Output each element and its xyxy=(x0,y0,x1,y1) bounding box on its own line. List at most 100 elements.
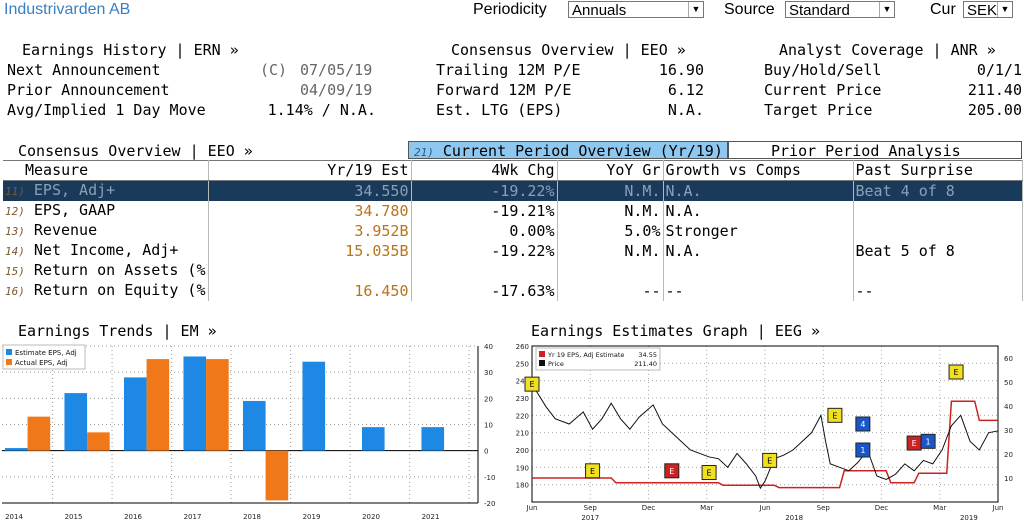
left-y-tick-label: 190 xyxy=(516,464,529,472)
bar xyxy=(421,427,445,451)
left-y-tick-label: 240 xyxy=(516,378,529,386)
x-tick-label: 2017 xyxy=(184,513,202,521)
yoy-growth-cell: N.M. xyxy=(557,241,664,261)
right-y-tick-label: 20 xyxy=(1004,451,1013,459)
y-tick-label: 20 xyxy=(484,395,493,403)
bar xyxy=(302,361,326,451)
chevron-down-icon: ▼ xyxy=(879,2,894,18)
x-tick-label: Dec xyxy=(875,504,889,512)
earnings-trends-chart: -20 -10 0 10 20 30 40 2014 2015 2016 2017 2018 2019 2… xyxy=(2,343,495,521)
event-marker xyxy=(948,364,964,380)
earnings-history-link[interactable]: Earnings History | ERN » xyxy=(22,41,239,59)
x-year-label: 2019 xyxy=(960,514,978,522)
event-marker-label: 4 xyxy=(860,420,865,429)
event-marker xyxy=(701,465,717,481)
ltg-value: N.A. xyxy=(667,101,704,119)
x-tick-label: 2021 xyxy=(422,513,440,521)
series-line xyxy=(532,400,998,489)
bar xyxy=(87,432,110,451)
consensus-overview-link[interactable]: Consensus Overview | EEO » xyxy=(451,41,686,59)
past-surprise-cell xyxy=(853,221,1023,241)
table-row[interactable]: 14) Net Income, Adj+ 15.035B -19.22% N.M. N.… xyxy=(3,241,1023,261)
column-header[interactable]: YoY Gr xyxy=(557,160,664,181)
past-surprise-cell: Beat 5 of 8 xyxy=(853,241,1023,261)
measure-name: EPS, Adj+ xyxy=(33,181,116,199)
periodicity-dropdown[interactable]: Annuals ▼ xyxy=(568,1,704,19)
legend-swatch xyxy=(539,360,545,366)
legend-box xyxy=(535,347,661,371)
source-dropdown[interactable]: Standard ▼ xyxy=(785,1,895,19)
measure-cell: 14) Net Income, Adj+ xyxy=(3,241,209,261)
row-index: 11) xyxy=(5,185,25,198)
four-week-change-cell: -19.22% xyxy=(411,241,558,261)
x-tick-label: 2019 xyxy=(303,513,321,521)
legend-label: Price xyxy=(548,360,564,368)
avg-move-value: 1.14% / N.A. xyxy=(267,101,376,119)
earnings-trends-link[interactable]: Earnings Trends | EM » xyxy=(18,322,217,340)
x-tick-label: 2016 xyxy=(124,513,142,521)
legend-box xyxy=(2,344,86,370)
four-week-change-cell: -19.21% xyxy=(411,201,558,221)
measure-cell: 13) Revenue xyxy=(3,221,209,241)
event-marker xyxy=(524,376,540,392)
tab-index: 21) xyxy=(414,146,434,159)
x-tick-label: Mar xyxy=(700,504,713,512)
measure-name: Revenue xyxy=(33,221,98,239)
source-label: Source xyxy=(724,1,775,18)
estimate-cell: 16.450 xyxy=(208,281,412,301)
growth-vs-comps-cell: -- xyxy=(663,281,854,301)
column-header[interactable]: Past Surprise xyxy=(853,160,1023,181)
left-y-tick-label: 230 xyxy=(516,395,529,403)
measure-cell: 15) Return on Assets (%) xyxy=(3,261,209,281)
column-header[interactable]: Yr/19 Est xyxy=(208,160,412,181)
table-row[interactable]: 13) Revenue 3.952B 0.00% 5.0% Stronger xyxy=(3,221,1023,241)
x-tick-label: Jun xyxy=(526,504,538,512)
legend-label: Estimate EPS, Adj xyxy=(15,349,77,357)
earnings-estimates-chart: 180 190 200 210 220 230 240 250 260 10 20 30 40 50 60 J… xyxy=(516,343,1013,522)
column-header[interactable]: Growth vs Comps xyxy=(663,160,854,181)
event-marker-label: E xyxy=(707,469,712,478)
row-index: 15) xyxy=(5,265,25,278)
yoy-growth-cell: N.M. xyxy=(557,201,664,221)
bar xyxy=(265,450,289,501)
table-section-link[interactable]: Consensus Overview | EEO » xyxy=(18,142,253,160)
currency-dropdown[interactable]: SEK ▼ xyxy=(963,1,1013,19)
four-week-change-cell: -19.22% xyxy=(411,180,558,201)
right-y-tick-label: 40 xyxy=(1004,403,1013,411)
x-tick-label: Sep xyxy=(817,504,831,512)
table-row[interactable]: 16) Return on Equity (%) 16.450 -17.63% -- -… xyxy=(3,281,1023,301)
analyst-coverage-link[interactable]: Analyst Coverage | ANR » xyxy=(779,41,996,59)
x-tick-label: Jun xyxy=(759,504,771,512)
bar xyxy=(242,400,266,451)
bar xyxy=(183,356,207,451)
past-surprise-cell xyxy=(853,261,1023,281)
x-tick-label: Sep xyxy=(584,504,598,512)
event-marker xyxy=(664,463,680,479)
growth-vs-comps-cell xyxy=(663,261,854,281)
table-row[interactable]: 12) EPS, GAAP 34.780 -19.21% N.M. N.A. xyxy=(3,201,1023,221)
target-price-label: Target Price xyxy=(764,101,873,119)
plot-frame xyxy=(531,345,999,503)
column-header[interactable]: Measure xyxy=(3,160,209,181)
measure-name: Return on Equity (%) xyxy=(33,281,208,299)
column-header[interactable]: 4Wk Chg xyxy=(411,160,558,181)
table-row[interactable]: 15) Return on Assets (%) xyxy=(3,261,1023,281)
table-row[interactable]: 11) EPS, Adj+ 34.550 -19.22% N.M. N.A. Beat 4… xyxy=(3,180,1023,201)
legend-label: Yr 19 EPS, Adj Estimate xyxy=(547,351,624,359)
y-tick-label: 10 xyxy=(484,422,493,430)
left-y-tick-label: 210 xyxy=(516,430,529,438)
earnings-estimates-graph-link[interactable]: Earnings Estimates Graph | EEG » xyxy=(531,322,820,340)
tab-prior-period[interactable]: Prior Period Analysis (Yr/18) xyxy=(728,141,1022,178)
estimate-cell xyxy=(208,261,412,281)
event-marker xyxy=(920,433,936,449)
event-marker xyxy=(855,416,871,432)
x-tick-label: 2015 xyxy=(65,513,83,521)
yoy-growth-cell xyxy=(557,261,664,281)
bar xyxy=(4,448,28,451)
tab-current-period[interactable]: 21) Current Period Overview (Yr/19) xyxy=(408,141,728,160)
trailing-pe-label: Trailing 12M P/E xyxy=(436,61,581,79)
confirmed-flag: (C) xyxy=(260,61,288,79)
measure-cell: 16) Return on Equity (%) xyxy=(3,281,209,301)
chevron-down-icon: ▼ xyxy=(997,2,1012,18)
next-announcement-label: Next Announcement xyxy=(7,61,161,79)
